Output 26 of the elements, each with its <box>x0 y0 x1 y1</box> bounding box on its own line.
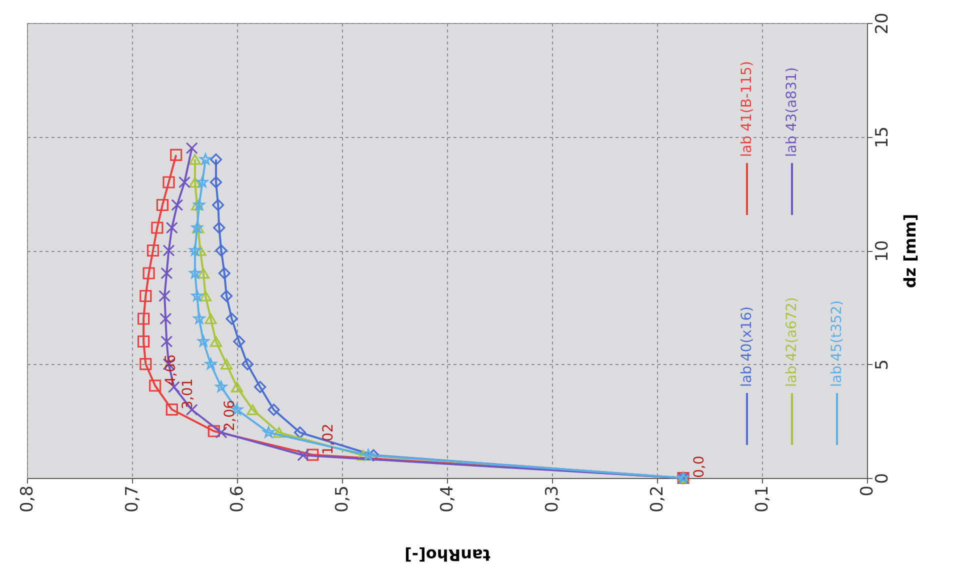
y-tick-label: 15 <box>872 126 892 148</box>
x-tick-label: 0,8 <box>18 486 38 513</box>
x-tick-label: 0,3 <box>542 486 562 513</box>
y-tick-label: 20 <box>872 12 892 34</box>
x-tick-label: 0,5 <box>332 486 352 513</box>
x-tick-label: 0,4 <box>438 486 458 513</box>
x-axis-title: tanRho[-] <box>404 546 490 565</box>
text: lab 42(a672) <box>784 297 800 387</box>
x-tick-label: 0 <box>858 486 878 496</box>
annotation: 4,06 <box>163 354 180 386</box>
x-tick-label: 0,1 <box>752 486 772 513</box>
x-tick-label: 0,7 <box>122 486 142 513</box>
text: lab 40(x16) <box>739 306 755 387</box>
annotation: 3,01 <box>180 378 196 410</box>
y-axis-title: dz [mm] <box>900 214 920 288</box>
annotation: 0,0 <box>691 456 708 478</box>
y-tick-label: 0 <box>872 473 892 484</box>
x-tick-label: 0,6 <box>228 486 248 513</box>
text: lab 43(a831) <box>784 67 800 157</box>
annotation: 1,02 <box>320 424 337 455</box>
y-tick-label: 10 <box>872 240 892 262</box>
text: lab 45(t352) <box>829 300 845 387</box>
annotation: 2,06 <box>222 400 238 432</box>
text: lab 41(B-115) <box>739 61 755 157</box>
x-tick-label: 0,2 <box>648 486 668 513</box>
y-tick-label: 5 <box>872 359 892 370</box>
